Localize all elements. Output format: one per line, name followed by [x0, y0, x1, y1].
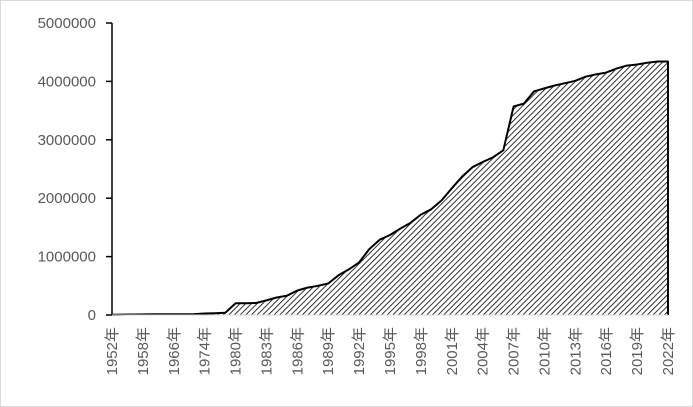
y-tick-label: 4000000 — [38, 73, 96, 90]
x-tick-label: 2004年 — [475, 327, 492, 375]
x-tick-label: 2010年 — [536, 327, 553, 375]
x-tick-label: 1952年 — [104, 327, 121, 375]
x-tick-label: 2013年 — [567, 327, 584, 375]
x-tick-label: 1966年 — [166, 327, 183, 375]
x-tick-label: 2016年 — [598, 327, 615, 375]
x-tick-label: 2022年 — [660, 327, 677, 375]
x-tick-label: 1992年 — [351, 327, 368, 375]
y-tick-label: 0 — [88, 307, 96, 324]
y-tick-label: 2000000 — [38, 190, 96, 207]
y-tick-label: 5000000 — [38, 15, 96, 32]
x-tick-label: 1989年 — [320, 327, 337, 375]
area-outline — [111, 60, 669, 316]
x-tick-label: 1983年 — [258, 327, 275, 375]
x-tick-label: 1995年 — [382, 327, 399, 375]
x-tick-label: 1986年 — [289, 327, 306, 375]
y-tick-label: 3000000 — [38, 132, 96, 149]
x-tick-label: 2019年 — [629, 327, 646, 375]
x-tick-label: 1974年 — [197, 327, 214, 375]
x-tick-label: 1980年 — [228, 327, 245, 375]
x-tick-label: 1998年 — [413, 327, 430, 375]
x-tick-label: 2007年 — [506, 327, 523, 375]
x-tick-label: 1958年 — [135, 327, 152, 375]
area-fill — [112, 61, 668, 315]
x-tick-label: 2001年 — [444, 327, 461, 375]
y-tick-label: 1000000 — [38, 249, 96, 266]
